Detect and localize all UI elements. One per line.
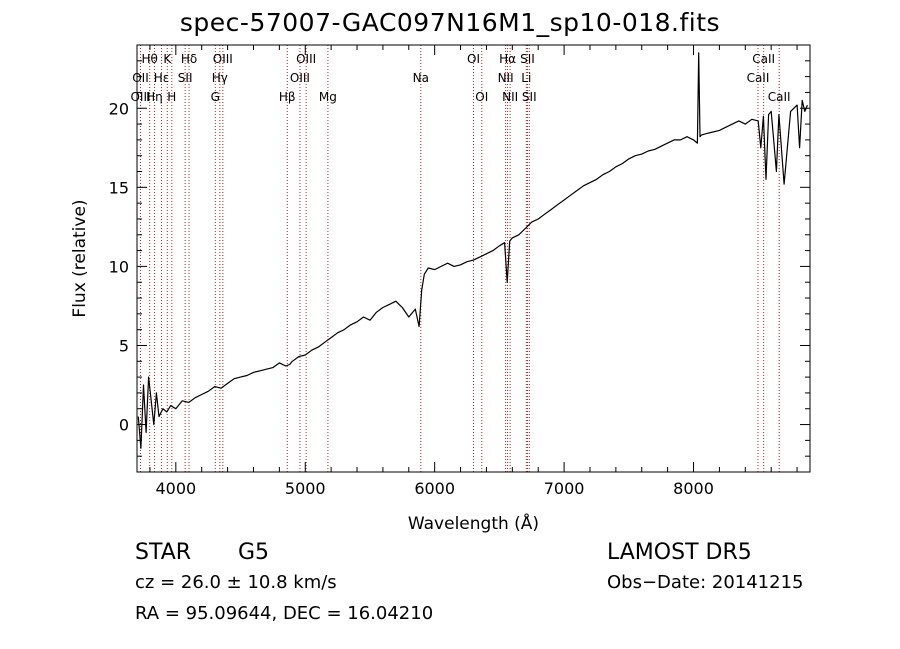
line-marker-label: G [211,90,220,104]
line-marker-label: Mg [319,90,337,104]
line-marker-label: NII [502,90,518,104]
line-markers [139,45,780,472]
line-marker-label: H [167,90,176,104]
y-tick-label: 10 [109,257,129,276]
x-tick-label: 6000 [414,479,455,498]
y-tick-label: 20 [109,99,129,118]
x-tick-label: 4000 [155,479,196,498]
line-marker-label: K [163,52,172,66]
line-marker-label: CaII [752,52,775,66]
observation-date: Obs−Date: 20141215 [607,572,804,593]
object-subclass: G5 [238,540,270,565]
line-marker-label: Hα [499,52,516,66]
line-marker-label: Na [413,71,429,85]
object-class: STAR [135,540,192,565]
line-marker-label: Hδ [181,52,197,66]
line-marker-label: SII [178,71,193,85]
y-axis-label: Flux (relative) [70,199,90,317]
y-tick-label: 15 [109,178,129,197]
line-marker-label: Hβ [279,90,296,104]
y-tick-label: 5 [119,336,129,355]
chart-title: spec-57007-GAC097N16M1_sp10-018.fits [179,8,721,37]
line-marker-label: Hη [146,90,163,104]
line-marker-label: OI [467,52,480,66]
line-marker-label: Hγ [212,71,228,85]
line-marker-label: Hε [154,71,170,85]
survey-name: LAMOST DR5 [607,540,752,565]
line-marker-label: SII [522,90,537,104]
y-tick-label: 0 [119,416,129,435]
marker-labels: Hθ OII OIII Hε Hη K H Hδ SII OIII Hγ G OIII OIII Hβ Mg N… [130,52,790,104]
spectrum-line [137,52,808,449]
x-axis-label: Wavelength (Å) [408,512,539,534]
line-marker-label: Li [521,71,531,85]
spectrum-series [137,52,808,449]
ra-dec-coordinates: RA = 95.09644, DEC = 16.04210 [135,603,434,624]
x-tick-label: 7000 [544,479,585,498]
line-marker-label: OII [132,71,149,85]
x-tick-label: 8000 [673,479,714,498]
x-tick-label: 5000 [285,479,326,498]
line-marker-label: OIII [130,90,150,104]
line-marker-label: NII [498,71,514,85]
axes: 4000 5000 6000 7000 8000 0 5 10 15 20 Wavelength (… [70,44,811,534]
line-marker-label: OIII [290,71,310,85]
line-marker-label: OIII [213,52,233,66]
line-marker-label: CaII [747,71,770,85]
plot-frame [136,44,811,473]
line-marker-label: OI [475,90,488,104]
line-marker-label: Hθ [141,52,157,66]
line-marker-label: CaII [768,90,791,104]
line-marker-label: OIII [296,52,316,66]
redshift-cz: cz = 26.0 ± 10.8 km/s [135,572,337,593]
line-marker-label: SII [520,52,535,66]
